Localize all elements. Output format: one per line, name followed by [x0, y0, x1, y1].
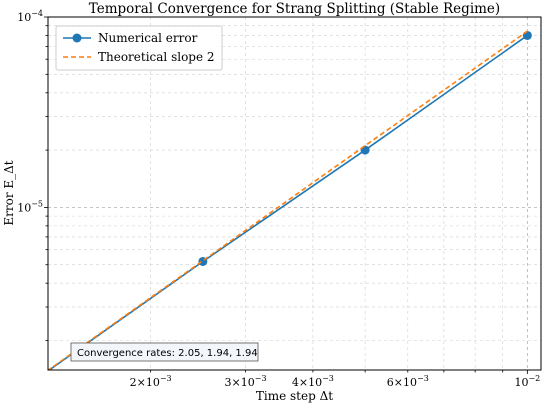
chart-title: Temporal Convergence for Strang Splittin…	[89, 1, 500, 17]
series-group	[36, 30, 532, 381]
plot-frame	[47, 16, 542, 371]
legend-label-theoretical: Theoretical slope 2	[98, 50, 215, 64]
data-point-numerical	[36, 372, 45, 381]
legend-label-numerical: Numerical error	[98, 31, 198, 45]
x-tick-label: 4×10−3	[292, 374, 334, 389]
x-tick-label: 6×10−3	[387, 374, 429, 389]
data-point-numerical	[522, 30, 532, 40]
series-line-theoretical	[48, 30, 528, 370]
legend-marker-numerical	[72, 33, 82, 43]
series-line-numerical	[48, 34, 528, 370]
y-tick-label: 10−5	[17, 199, 43, 214]
annotation-box: Convergence rates: 2.05, 1.94, 1.94	[70, 342, 259, 362]
y-tick-label: 10−4	[17, 9, 43, 24]
x-tick-label: 10−2	[514, 374, 540, 389]
x-tick-label: 2×10−3	[130, 374, 172, 389]
x-axis-label: Time step Δt	[256, 389, 333, 403]
series-layer	[36, 30, 532, 381]
annotation-background	[70, 342, 259, 362]
y-axis-label: Error E_Δt	[2, 160, 16, 225]
ticks: 2×10−3 3×10−3 4×10−3 6×10−3 10−2 10−5 10−4	[17, 9, 540, 389]
x-tick-label: 3×10−3	[225, 374, 267, 389]
legend-box	[55, 25, 223, 71]
legend: Numerical error Theoretical slope 2	[55, 25, 223, 71]
annotation-text: Convergence rates: 2.05, 1.94, 1.94	[77, 348, 258, 359]
